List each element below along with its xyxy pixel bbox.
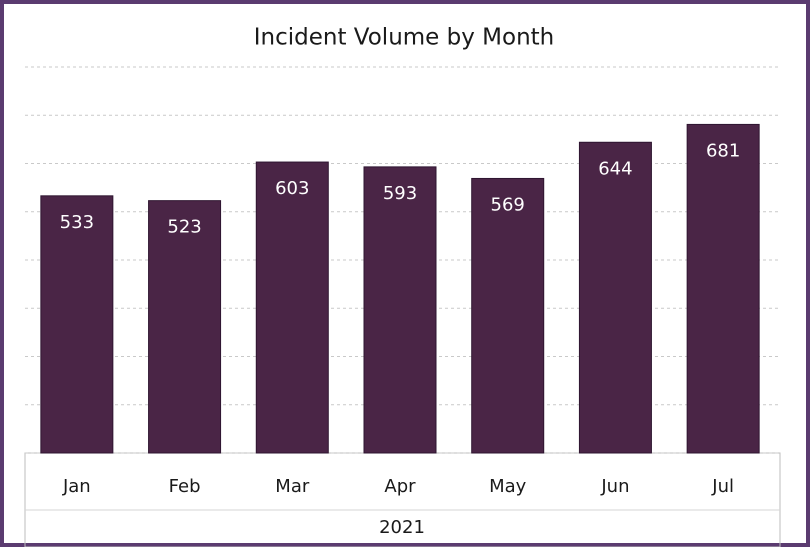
data-label: 644 (598, 158, 632, 179)
x-tick-label: Jan (62, 476, 91, 497)
data-label: 523 (167, 217, 201, 238)
x-tick-label: Feb (169, 476, 201, 497)
x-group-label: 2021 (379, 517, 425, 538)
chart-title: Incident Volume by Month (254, 25, 555, 51)
x-tick-label: May (489, 476, 527, 497)
bar (363, 166, 437, 454)
bar (471, 177, 545, 454)
x-tick-label: Jul (711, 476, 734, 497)
bar (686, 123, 760, 454)
bar (578, 141, 652, 454)
data-label: 533 (60, 212, 94, 233)
data-label: 569 (491, 194, 525, 215)
data-label: 681 (706, 140, 740, 161)
bar (148, 200, 222, 454)
x-tick-label: Apr (384, 476, 416, 497)
x-tick-label: Jun (600, 476, 629, 497)
x-tick-label: Mar (275, 476, 310, 497)
bar (255, 161, 329, 454)
data-label: 603 (275, 178, 309, 199)
data-label: 593 (383, 183, 417, 204)
bar (40, 195, 114, 454)
